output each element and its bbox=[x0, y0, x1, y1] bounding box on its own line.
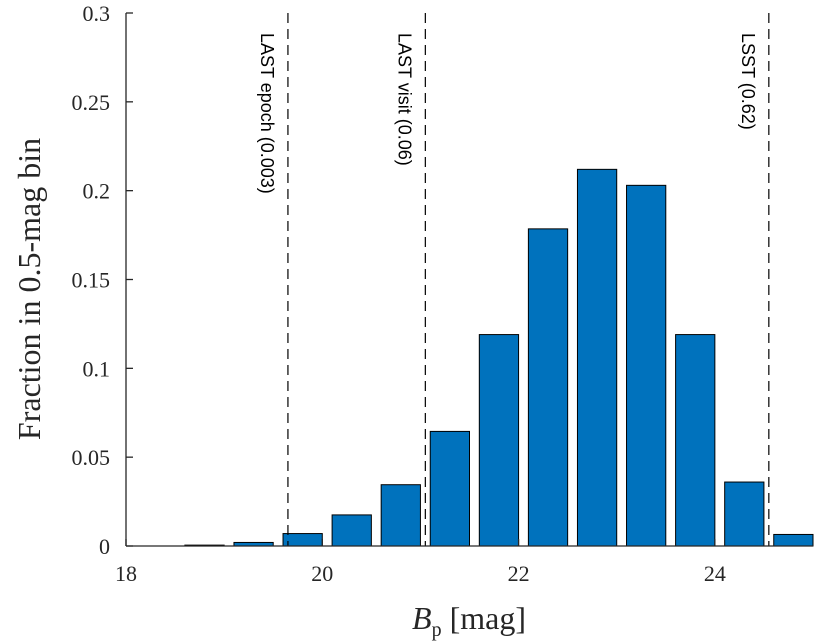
limit-line-label: LSST (0.62) bbox=[738, 33, 758, 130]
bar bbox=[675, 334, 716, 547]
x-axis-title-main: B bbox=[412, 600, 432, 636]
bar bbox=[380, 484, 421, 547]
limit-line-label: LAST visit (0.06) bbox=[394, 33, 414, 166]
bar bbox=[429, 430, 470, 547]
bar bbox=[576, 168, 618, 547]
bar bbox=[527, 228, 569, 547]
limit-line-label: LAST epoch (0.003) bbox=[257, 33, 277, 194]
y-tick-label: 0 bbox=[99, 534, 110, 559]
y-axis-title: Fraction in 0.5-mag bin bbox=[11, 138, 47, 440]
x-tick-label: 18 bbox=[115, 561, 137, 586]
limit-lines-group: LAST epoch (0.003) LAST visit (0.06) LSST … bbox=[257, 13, 770, 546]
axes-group: 18 20 22 24 0 0.05 0.1 0.15 0.2 0.25 0.3 bbox=[72, 1, 813, 586]
y-tick-label: 0.1 bbox=[83, 356, 111, 381]
bar bbox=[724, 481, 765, 547]
y-tick-label: 0.15 bbox=[72, 268, 111, 293]
y-tick-label: 0.25 bbox=[72, 90, 111, 115]
x-tick-label: 22 bbox=[508, 561, 530, 586]
bar bbox=[282, 533, 323, 547]
y-tick-label: 0.2 bbox=[83, 179, 111, 204]
y-tick-label: 0.3 bbox=[83, 1, 111, 26]
bar bbox=[478, 334, 520, 547]
bar bbox=[773, 533, 814, 547]
bars-group bbox=[184, 168, 814, 547]
x-tick-label: 24 bbox=[704, 561, 726, 586]
x-tick-label: 20 bbox=[311, 561, 333, 586]
x-axis-title-subscript: p bbox=[432, 619, 442, 641]
x-axis-title: Bp [mag] bbox=[412, 600, 526, 641]
x-axis-title-unit: [mag] bbox=[450, 600, 526, 636]
y-tick-label: 0.05 bbox=[72, 445, 111, 470]
bar bbox=[331, 514, 372, 547]
bar bbox=[626, 184, 667, 547]
